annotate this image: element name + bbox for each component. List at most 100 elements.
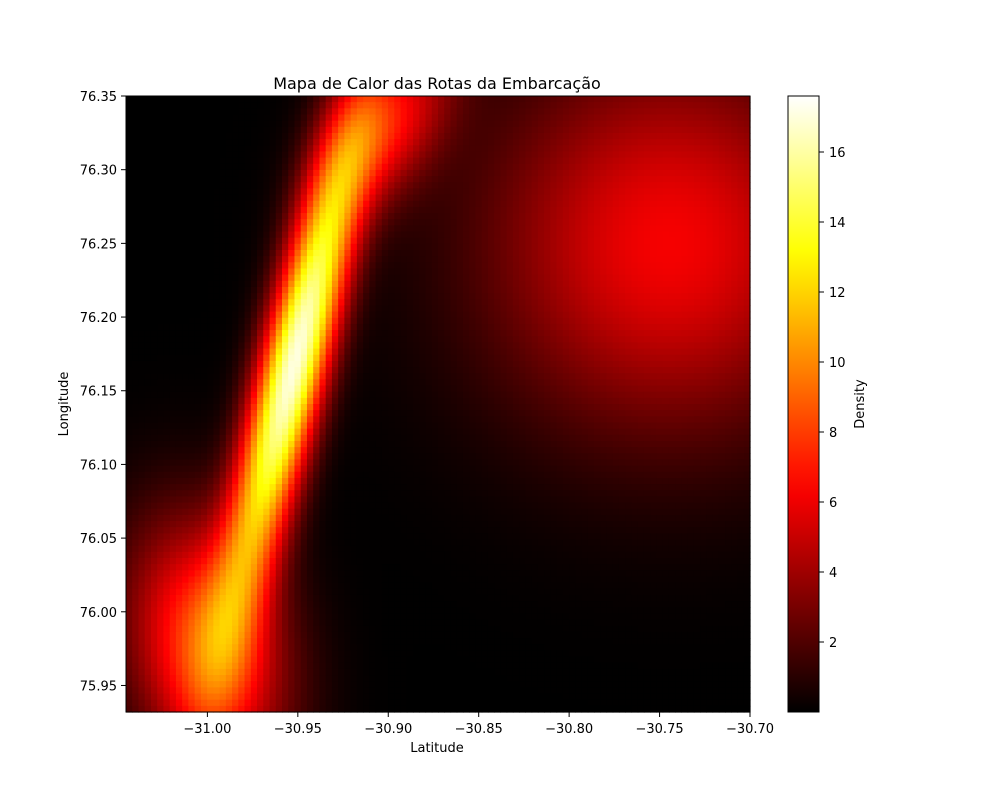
heatmap-cell <box>381 539 389 547</box>
heatmap-cell <box>144 311 152 319</box>
heatmap-cell <box>363 102 370 109</box>
heatmap-cell <box>350 422 358 430</box>
heatmap-cell <box>381 206 389 214</box>
heatmap-cell <box>331 588 339 596</box>
heatmap-cell <box>144 163 152 171</box>
heatmap-cell <box>163 256 171 263</box>
heatmap-cell <box>257 459 264 467</box>
heatmap-cell <box>425 379 433 387</box>
heatmap-cell <box>175 539 183 547</box>
heatmap-cell <box>157 484 165 491</box>
heatmap-cell <box>207 533 214 541</box>
heatmap-cell <box>325 471 333 479</box>
heatmap-cell <box>413 471 420 479</box>
heatmap-cell <box>150 471 158 479</box>
heatmap-cell <box>132 533 140 541</box>
heatmap-cell <box>419 570 427 578</box>
heatmap-cell <box>263 594 271 602</box>
heatmap-cell <box>300 330 308 337</box>
heatmap-cell <box>207 490 214 497</box>
heatmap-cell <box>163 404 171 411</box>
heatmap-cell <box>150 681 158 688</box>
heatmap-cell <box>381 348 389 356</box>
heatmap-cell <box>225 440 233 448</box>
heatmap-cell <box>350 638 358 645</box>
heatmap-cell <box>294 662 302 670</box>
heatmap-cell <box>213 323 221 331</box>
heatmap-cell <box>375 274 383 282</box>
heatmap-cell <box>369 551 377 559</box>
heatmap-cell <box>294 656 302 664</box>
heatmap-cell <box>294 132 302 140</box>
heatmap-cell <box>163 662 171 670</box>
heatmap-cell <box>132 293 140 300</box>
heatmap-cell <box>431 582 439 590</box>
heatmap-cell <box>344 527 352 534</box>
heatmap-cell <box>175 120 183 128</box>
heatmap-cell <box>300 225 308 233</box>
heatmap-cell <box>269 404 277 411</box>
heatmap-cell <box>263 404 271 411</box>
heatmap-cell <box>369 311 377 319</box>
heatmap-cell <box>232 545 239 553</box>
heatmap-cell <box>175 416 183 424</box>
heatmap-cell <box>132 120 140 128</box>
heatmap-cell <box>294 681 302 688</box>
heatmap-cell <box>238 145 246 153</box>
heatmap-cell <box>163 668 171 676</box>
heatmap-cell <box>294 551 302 559</box>
heatmap-cell <box>257 422 264 430</box>
heatmap-cell <box>182 225 189 233</box>
heatmap-cell <box>344 182 352 189</box>
heatmap-cell <box>381 471 389 479</box>
heatmap-cell <box>313 668 321 676</box>
heatmap-cell <box>200 157 208 165</box>
heatmap-cell <box>269 490 277 497</box>
heatmap-cell <box>163 521 171 528</box>
heatmap-cell <box>200 336 208 343</box>
heatmap-cell <box>388 521 395 528</box>
heatmap-cell <box>344 299 352 307</box>
heatmap-cell <box>244 607 252 615</box>
heatmap-cell <box>263 440 271 448</box>
heatmap-cell <box>306 668 314 676</box>
heatmap-cell <box>369 151 377 159</box>
heatmap-cell <box>282 200 289 208</box>
heatmap-cell <box>257 650 264 658</box>
heatmap-cell <box>338 551 345 559</box>
heatmap-cell <box>294 533 302 541</box>
heatmap-cell <box>257 286 264 294</box>
heatmap-cell <box>344 508 352 516</box>
heatmap-cell <box>238 163 246 171</box>
heatmap-cell <box>369 484 377 491</box>
heatmap-cell <box>425 250 433 257</box>
heatmap-cell <box>182 656 189 664</box>
heatmap-cell <box>225 619 233 627</box>
heatmap-cell <box>175 169 183 177</box>
heatmap-cell <box>175 570 183 578</box>
heatmap-cell <box>338 96 345 103</box>
heatmap-cell <box>257 250 264 257</box>
heatmap-cell <box>381 391 389 399</box>
heatmap-cell <box>207 527 214 534</box>
heatmap-cell <box>313 496 321 504</box>
heatmap-cell <box>325 126 333 134</box>
heatmap-cell <box>219 490 227 497</box>
heatmap-cell <box>126 539 133 547</box>
heatmap-cell <box>238 404 246 411</box>
heatmap-cell <box>375 102 383 109</box>
heatmap-cell <box>363 465 370 473</box>
heatmap-cell <box>369 631 377 639</box>
heatmap-cell <box>232 687 239 695</box>
heatmap-cell <box>225 570 233 578</box>
heatmap-cell <box>263 385 271 393</box>
heatmap-cell <box>263 311 271 319</box>
heatmap-cell <box>306 404 314 411</box>
heatmap-cell <box>356 397 364 405</box>
heatmap-cell <box>394 299 402 307</box>
heatmap-cell <box>331 668 339 676</box>
heatmap-cell <box>288 256 296 263</box>
heatmap-cell <box>169 625 177 633</box>
heatmap-cell <box>132 613 140 621</box>
heatmap-cell <box>381 336 389 343</box>
